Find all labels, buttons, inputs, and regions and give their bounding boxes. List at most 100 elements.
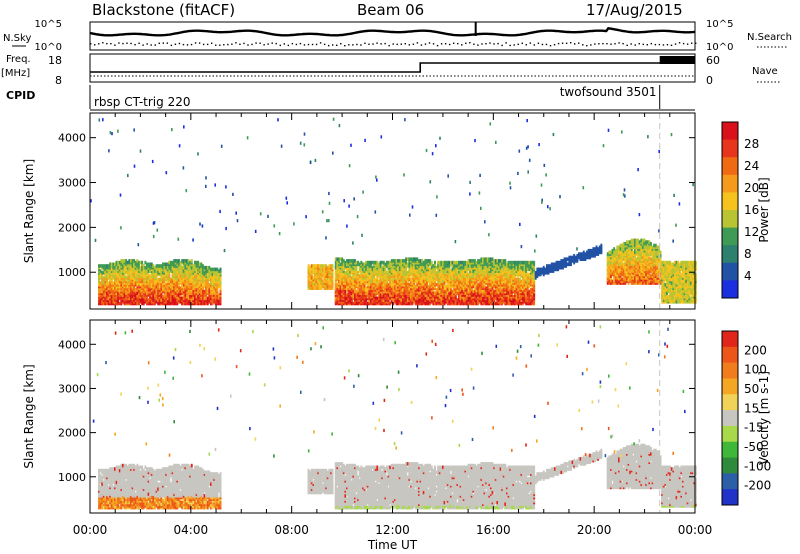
echo-cell <box>427 272 430 277</box>
echo-cell <box>338 257 340 261</box>
echo-cell <box>477 282 480 287</box>
nsearch-point <box>344 44 346 47</box>
echo-cell <box>202 277 204 282</box>
nsearch-point <box>682 42 685 45</box>
echo-cell <box>107 264 110 268</box>
echo-cell <box>406 257 409 261</box>
echo-cell <box>526 272 529 277</box>
echo-cell <box>190 291 193 296</box>
echo-cell <box>435 271 438 275</box>
echo-cell <box>178 274 180 278</box>
echo-cell <box>157 264 160 268</box>
echo-cell <box>590 248 593 253</box>
echo-cell <box>307 264 310 268</box>
nsearch-point <box>670 44 673 47</box>
echo-cell <box>440 271 443 275</box>
echo-cell <box>390 277 393 282</box>
echo-cell <box>214 300 217 304</box>
echo-cell <box>366 272 369 277</box>
echo-cell <box>581 252 584 256</box>
echo-cell <box>349 259 352 263</box>
echo-cell <box>389 260 392 265</box>
echo-cell <box>462 274 465 278</box>
echo-cell <box>467 272 470 277</box>
echo-cell <box>339 293 342 297</box>
echo-cell <box>445 271 448 275</box>
echo-cell <box>373 277 376 282</box>
nsearch-point <box>372 43 374 45</box>
echo-cell <box>346 301 348 306</box>
echo-cell <box>211 298 214 302</box>
echo-cell <box>142 274 145 278</box>
echo-cell <box>501 259 504 263</box>
echo-cell <box>405 286 408 290</box>
nsearch-point <box>420 44 423 46</box>
echo-cell <box>446 281 449 285</box>
echo-cell <box>445 260 448 265</box>
echo-cell <box>346 286 348 290</box>
echo-cell <box>477 293 480 297</box>
echo-cell <box>419 259 422 263</box>
echo-cell <box>312 276 315 280</box>
echo-cell <box>538 267 540 272</box>
echo-cell <box>346 293 348 297</box>
echo-cell <box>562 259 564 263</box>
cpid-label: CPID <box>6 89 35 102</box>
echo-cell <box>115 301 118 306</box>
echo-cell <box>371 291 374 296</box>
echo-cell <box>112 274 115 278</box>
echo-cell <box>458 281 460 285</box>
echo-cell <box>410 264 412 268</box>
echo-cell <box>381 265 384 270</box>
echo-cell <box>566 257 569 261</box>
echo-cell <box>365 271 368 275</box>
echo-cell <box>531 260 534 265</box>
echo-cell <box>152 264 155 268</box>
echo-cell <box>149 269 152 273</box>
echo-cell <box>509 265 512 270</box>
echo-cell <box>339 289 342 294</box>
echo-cell <box>485 257 488 261</box>
nsearch-point <box>376 42 378 44</box>
echo-cell <box>325 264 328 268</box>
echo-cell <box>482 269 484 273</box>
echo-cell <box>555 260 558 265</box>
echo-cell <box>406 271 409 275</box>
echo-cell <box>488 288 491 292</box>
echo-cell <box>530 279 532 284</box>
echo-cell <box>142 281 145 285</box>
nsearch-point <box>90 43 92 45</box>
noise-tick: 10^5 <box>35 19 62 30</box>
echo-cell <box>595 245 598 250</box>
nsearch-point <box>130 42 132 45</box>
echo-cell <box>133 277 136 282</box>
echo-cell <box>442 271 444 275</box>
echo-cell <box>456 298 459 302</box>
nsearch-point <box>678 42 681 44</box>
echo-cell <box>414 257 417 261</box>
echo-cell <box>134 260 137 265</box>
echo-cell <box>190 286 193 290</box>
echo-cell <box>437 277 440 282</box>
echo-cell <box>317 264 320 268</box>
nsearch-point <box>307 43 310 46</box>
echo-cell <box>314 264 316 268</box>
echo-cell <box>182 259 185 263</box>
nsearch-point <box>690 42 693 44</box>
noise-tick-right: 10^0 <box>706 42 733 53</box>
echo-cell <box>402 288 404 292</box>
echo-cell <box>592 250 595 255</box>
echo-cell <box>387 282 390 287</box>
echo-cell <box>546 264 548 268</box>
cpid-program-1: rbsp CT-trig 220 <box>94 95 190 109</box>
echo-cell <box>450 269 452 273</box>
nsearch-point <box>582 44 584 46</box>
echo-cell <box>416 288 419 292</box>
echo-cell <box>181 259 184 263</box>
echo-cell <box>568 255 571 260</box>
nsearch-point <box>114 44 116 46</box>
nsearch-point <box>432 43 435 45</box>
echo-cell <box>160 298 163 302</box>
echo-cell <box>405 294 408 299</box>
echo-cell <box>144 260 147 265</box>
